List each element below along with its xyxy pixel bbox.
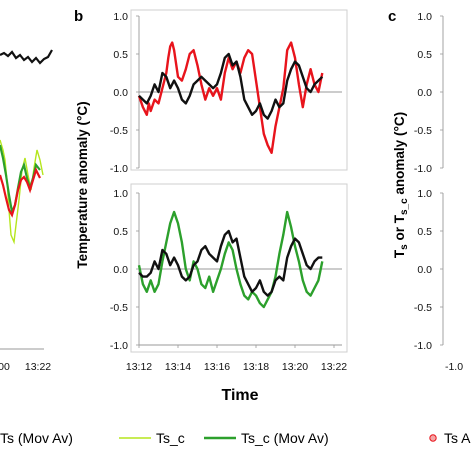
panel-b-top-plot: 1.0 0.5 0.0 -0.5 -1.0 [110,9,348,175]
series-line-black [138,52,324,120]
ytick-label: 0.0 [113,87,128,99]
ytick-label: -1.0 [110,340,128,352]
series-line-red [137,41,324,155]
panel-c-ytick-label: 0.0 [417,264,432,276]
panel-a-xtick-1: 13:22 [25,361,51,373]
panel-c-label: c [388,8,396,25]
panel-b-top-frame [130,9,348,171]
panel-c-ytick-label: 1.0 [417,188,432,200]
panel-a-fragment: 00 13:22 [0,49,53,373]
xtick-label: 13:22 [321,361,347,373]
legend-label-ts-c-movav: Ts_c (Mov Av) [241,430,329,446]
ytick-label: -1.0 [110,163,128,175]
panel-b-bottom-plot: 1.00.50.0-0.5-1.0 13:12 13:14 13:16 13:18 13… [110,183,348,373]
panel-b-top-series [137,41,324,155]
legend-swatch-ts-a [429,434,437,442]
ytick-label: 1.0 [113,11,128,23]
panel-c-ytick-label: 0.5 [417,49,432,61]
ytick-label: -0.5 [110,125,128,137]
panel-c-ylabel: Ts or Ts_c anomaly (°C) [392,112,410,258]
xtick-label: 13:20 [282,361,308,373]
panel-a-black-line [0,49,53,65]
panel-b-label: b [74,8,83,25]
ytick-label: 0.5 [113,226,128,238]
panel-b-bottom-xticks: 13:12 13:14 13:16 13:18 13:20 13:22 [126,345,347,373]
legend-label-ts-c: Ts_c [156,430,185,446]
ytick-label: -0.5 [110,302,128,314]
panel-c-ytick-label: 0.0 [417,87,432,99]
panel-b-ylabel: Temperature anomaly (°C) [75,101,90,268]
panel-c-ytick-label: -1.0 [414,340,432,352]
panel-c-ytick-label: -1.0 [414,163,432,175]
panel-c-yticks: 1.0 0.5 0.0 -0.5 -1.0 1.0 0.5 0.0 -0.5 -1.0 [414,11,443,352]
panel-c-ytick-label: -0.5 [414,125,432,137]
panel-c-ytick-label: -0.5 [414,302,432,314]
ytick-label: 0.5 [113,49,128,61]
panel-c-xtick: -1.0 [445,361,463,373]
xtick-label: 13:14 [165,361,191,373]
panel-c-ytick-label: 0.5 [417,226,432,238]
panel-b-bottom-frame [130,183,348,353]
panel-b-top-yticks: 1.0 0.5 0.0 -0.5 -1.0 [110,11,139,175]
xtick-label: 13:16 [204,361,230,373]
xtick-label: 13:12 [126,361,152,373]
series-line-black [138,229,323,297]
panel-c-ytick-label: 1.0 [417,11,432,23]
panel-b-xlabel: Time [221,387,258,404]
series-line-green [137,210,324,309]
legend-label-ts-movav: Ts (Mov Av) [0,430,73,446]
legend-label-ts-a: Ts A [444,430,471,446]
panel-a-red-line [0,167,41,218]
panel-b-bottom-series [137,210,324,309]
panel-b-bottom-yticks: 1.0 0.5 0.0 -0.5 -1.0 [110,188,139,352]
xtick-label: 13:18 [243,361,269,373]
panel-a-xtick-0: 00 [0,361,10,373]
ytick-label: 0.0 [113,264,128,276]
ytick-label: 1.0 [113,188,128,200]
legend: Ts (Mov Av) Ts_c Ts_c (Mov Av) Ts A [0,430,471,446]
panel-a-lightgreen-line [0,139,44,245]
